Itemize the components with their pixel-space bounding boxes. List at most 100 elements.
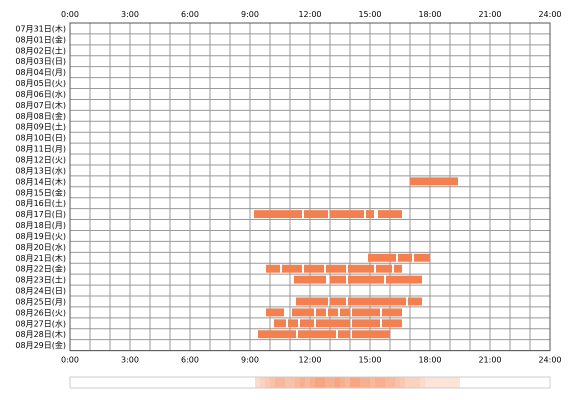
summary-bar <box>69 376 551 389</box>
activity-segment <box>348 297 406 306</box>
day-label: 08月12日(火) <box>15 156 66 165</box>
day-label: 08月23日(土) <box>15 275 66 285</box>
summary-density-cell <box>260 377 265 388</box>
activity-segment <box>394 264 402 273</box>
summary-density-cell <box>265 377 270 388</box>
summary-density-cell <box>415 377 420 388</box>
day-label: 08月04日(月) <box>15 68 66 77</box>
summary-density-cell <box>380 377 385 388</box>
activity-segment <box>304 210 328 219</box>
day-label: 08月06日(水) <box>15 89 66 99</box>
summary-density-cell <box>410 377 415 388</box>
activity-segment <box>340 308 350 317</box>
day-label: 08月13日(水) <box>15 165 66 175</box>
day-label: 08月07日(木) <box>15 100 66 110</box>
activity-segment <box>328 308 338 317</box>
activity-segment <box>282 264 302 273</box>
bottom-tick-label: 21:00 <box>478 356 501 365</box>
activity-segment <box>294 275 326 284</box>
bottom-tick-label: 6:00 <box>181 356 199 365</box>
summary-density-cell <box>325 377 330 388</box>
grid-layer <box>69 22 551 352</box>
day-label: 08月05日(火) <box>15 79 66 88</box>
activity-segment <box>368 253 396 262</box>
bottom-tick-label: 0:00 <box>61 356 79 365</box>
activity-segment <box>408 297 422 306</box>
summary-density-cell <box>335 377 340 388</box>
summary-density-cell <box>375 377 380 388</box>
day-label: 08月18日(月) <box>15 221 66 230</box>
summary-density-cell <box>395 377 400 388</box>
activity-segment <box>330 210 364 219</box>
summary-density-cell <box>290 377 295 388</box>
day-label: 08月24日(日) <box>15 287 66 296</box>
summary-density-cell <box>305 377 310 388</box>
summary-density-cell <box>365 377 370 388</box>
activity-segment <box>298 330 336 339</box>
activity-segment <box>338 330 350 339</box>
summary-density-cell <box>390 377 395 388</box>
summary-density-cell <box>440 377 445 388</box>
top-tick-label: 18:00 <box>418 10 441 19</box>
activity-segment <box>382 308 402 317</box>
summary-density-cell <box>455 377 460 388</box>
day-label: 08月09日(土) <box>15 122 66 132</box>
summary-density-cell <box>345 377 350 388</box>
summary-density-cell <box>435 377 440 388</box>
day-label: 08月11日(月) <box>15 145 66 154</box>
activity-segment <box>382 319 402 328</box>
summary-density-cell <box>350 377 355 388</box>
activity-segment <box>376 264 392 273</box>
day-label: 08月17日(日) <box>15 210 66 219</box>
activity-segment <box>330 297 346 306</box>
activity-segment <box>288 319 298 328</box>
top-tick-label: 3:00 <box>121 10 139 19</box>
summary-density-cell <box>405 377 410 388</box>
summary-density-cell <box>385 377 390 388</box>
activity-segment <box>414 253 430 262</box>
activity-segment <box>258 330 296 339</box>
bottom-tick-label: 15:00 <box>358 356 381 365</box>
activity-segment <box>274 319 286 328</box>
summary-density-cell <box>450 377 455 388</box>
day-label: 08月20日(水) <box>15 242 66 252</box>
top-tick-label: 6:00 <box>181 10 199 19</box>
day-labels: 07月31日(木)08月01日(金)08月02日(土) 08月03日(日) 08月0… <box>15 23 66 350</box>
summary-density-cell <box>285 377 290 388</box>
activity-segment <box>266 264 280 273</box>
summary-density-cell <box>340 377 345 388</box>
top-tick-label: 15:00 <box>358 10 381 19</box>
day-label: 08月26日(火) <box>15 308 66 317</box>
bottom-tick-label: 24:00 <box>538 356 561 365</box>
day-label: 08月16日(土) <box>15 198 66 208</box>
summary-density-cell <box>400 377 405 388</box>
day-label: 08月25日(月) <box>15 297 66 306</box>
top-tick-label: 9:00 <box>241 10 259 19</box>
bottom-tick-label: 9:00 <box>241 356 259 365</box>
activity-segment <box>378 210 402 219</box>
top-tick-label: 24:00 <box>538 10 561 19</box>
activity-segment <box>304 264 324 273</box>
activity-segment <box>296 297 328 306</box>
day-label: 08月28日(木) <box>15 329 66 339</box>
day-label: 08月19日(火) <box>15 232 66 241</box>
day-label: 08月15日(金) <box>15 187 66 197</box>
day-label: 07月31日(木) <box>15 23 66 33</box>
day-label: 08月29日(金) <box>15 340 66 350</box>
bottom-tick-label: 3:00 <box>121 356 139 365</box>
summary-density-cell <box>445 377 450 388</box>
bottom-tick-label: 12:00 <box>298 356 321 365</box>
top-tick-label: 21:00 <box>478 10 501 19</box>
top-tick-label: 0:00 <box>61 10 79 19</box>
summary-density-cell <box>315 377 320 388</box>
day-label: 08月02日(土) <box>15 45 66 55</box>
summary-density-cell <box>280 377 285 388</box>
day-label: 08月21日(木) <box>15 253 66 263</box>
activity-segment <box>254 210 302 219</box>
day-label: 08月27日(水) <box>15 318 66 328</box>
summary-density-cell <box>295 377 300 388</box>
activity-segment <box>266 308 284 317</box>
summary-density-cell <box>310 377 315 388</box>
activity-segment <box>366 210 374 219</box>
